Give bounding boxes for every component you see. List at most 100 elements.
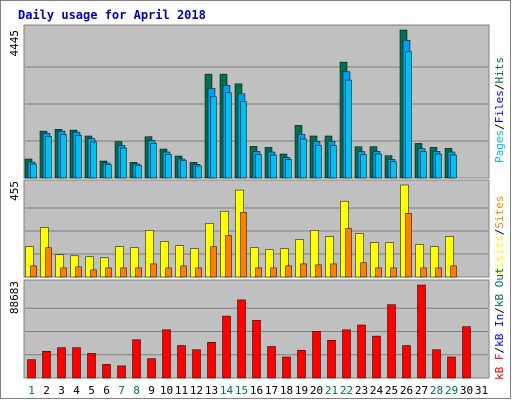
sites-bar-day-27 [420, 267, 427, 278]
pages-bar-day-3 [60, 134, 67, 179]
pages-bar-day-7 [120, 147, 127, 179]
visits-bar-day-1 [25, 246, 34, 278]
pages-bar-day-20 [315, 145, 322, 179]
chart-title: Daily usage for April 2018 [18, 8, 206, 22]
kb-f-bar-day-22 [342, 329, 351, 379]
sites-bar-day-13 [210, 246, 217, 278]
pages-bar-day-19 [300, 138, 307, 179]
visits-bar-day-6 [100, 257, 109, 278]
pages-bar-day-22 [345, 79, 352, 179]
x-tick-label-20: 20 [310, 384, 323, 397]
sites-bar-day-9 [150, 263, 157, 278]
x-tick-label-31: 31 [475, 384, 488, 397]
legend-sep-2: / [493, 84, 506, 91]
legend-sep-4: / [493, 347, 506, 354]
x-tick-label-3: 3 [58, 384, 65, 397]
legend-hits: Hits [493, 57, 506, 84]
pages-bar-day-21 [330, 145, 337, 179]
visits-bar-day-24 [370, 242, 379, 278]
legend-sites: Sites [493, 196, 506, 229]
sites-bar-day-10 [165, 267, 172, 278]
x-tick-label-28: 28 [430, 384, 443, 397]
visits-bar-day-19 [295, 239, 304, 278]
visits-bar-day-23 [355, 233, 364, 278]
kb-f-bar-day-1 [27, 359, 36, 379]
legend-pages: Pages [493, 130, 506, 163]
kb-f-bar-day-7 [117, 365, 126, 379]
sites-bar-day-2 [45, 247, 52, 278]
x-tick-label-13: 13 [205, 384, 218, 397]
kb-f-bar-day-13 [207, 342, 216, 379]
kb-f-bar-day-14 [222, 315, 231, 379]
visits-bar-day-27 [415, 244, 424, 278]
x-tick-label-8: 8 [133, 384, 140, 397]
sites-bar-day-29 [450, 265, 457, 278]
pages-bar-day-10 [165, 154, 172, 179]
sites-bar-day-3 [60, 267, 67, 278]
sites-bar-day-21 [330, 263, 337, 278]
pages-bar-day-6 [105, 164, 112, 179]
x-tick-label-25: 25 [385, 384, 398, 397]
pages-bar-day-25 [390, 161, 397, 179]
bars-layer [24, 29, 471, 379]
kb-f-bar-day-4 [72, 347, 81, 379]
kbytes-panel-ymax-label: 88683 [8, 281, 21, 314]
visits-bar-day-17 [265, 249, 274, 278]
x-tick-label-18: 18 [280, 384, 293, 397]
visits-bar-day-11 [175, 245, 184, 278]
sites-bar-day-22 [345, 228, 352, 278]
visits-bar-day-21 [325, 236, 334, 278]
x-tick-label-27: 27 [415, 384, 428, 397]
pages-bar-day-18 [285, 159, 292, 179]
x-tick-label-2: 2 [43, 384, 50, 397]
sites-bar-day-23 [360, 262, 367, 278]
pages-bar-day-2 [45, 136, 52, 179]
pages-bar-day-24 [375, 153, 382, 179]
x-tick-label-1: 1 [28, 384, 35, 397]
x-tick-label-26: 26 [400, 384, 413, 397]
kb-f-bar-day-10 [162, 329, 171, 379]
x-tick-label-12: 12 [190, 384, 203, 397]
pages-bar-day-13 [210, 96, 217, 179]
x-tick-label-30: 30 [460, 384, 473, 397]
sites-bar-day-20 [315, 264, 322, 278]
kb-f-bar-day-9 [147, 358, 156, 379]
sites-bar-day-15 [240, 212, 247, 278]
x-tick-label-7: 7 [118, 384, 125, 397]
pages-bar-day-1 [30, 163, 37, 179]
pages-bar-day-27 [420, 151, 427, 179]
visits-bar-day-7 [115, 246, 124, 278]
visits-bar-day-4 [70, 255, 79, 278]
visits-bar-day-18 [280, 248, 289, 278]
x-tick-label-23: 23 [355, 384, 368, 397]
visits-bar-day-25 [385, 242, 394, 278]
x-tick-label-15: 15 [235, 384, 248, 397]
pages-bar-day-5 [90, 141, 97, 179]
sites-bar-day-25 [390, 267, 397, 278]
sites-bar-day-12 [195, 267, 202, 278]
pages-bar-day-9 [150, 143, 157, 179]
hits-panel-ymax-label: 4445 [8, 30, 21, 57]
legend-visits: Visits [493, 235, 506, 275]
pages-bar-day-11 [180, 160, 187, 179]
kb-f-bar-day-12 [192, 349, 201, 379]
sites-bar-day-4 [75, 266, 82, 278]
legend-files: Files [493, 90, 506, 123]
kb-f-bar-day-11 [177, 345, 186, 379]
pages-bar-day-23 [360, 154, 367, 179]
sites-bar-day-5 [90, 269, 97, 278]
kb-f-bar-day-21 [327, 339, 336, 379]
kb-f-bar-day-5 [87, 353, 96, 379]
kb-f-bar-day-29 [447, 356, 456, 379]
kb-f-bar-day-30 [462, 326, 471, 379]
legend-sep-1: / [493, 123, 506, 130]
x-tick-label-14: 14 [220, 384, 234, 397]
x-tick-label-17: 17 [265, 384, 278, 397]
legend-top: Pages/Files/Hits [493, 57, 506, 163]
x-tick-label-21: 21 [325, 384, 338, 397]
kb-f-bar-day-28 [432, 349, 441, 379]
x-tick-label-24: 24 [370, 384, 384, 397]
visits-bar-day-3 [55, 254, 64, 278]
